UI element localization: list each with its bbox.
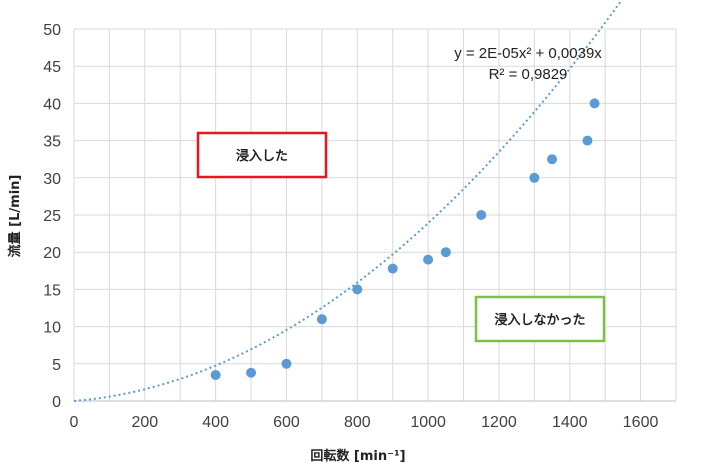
y-tick-label: 20 (43, 245, 61, 262)
data-point (476, 210, 487, 220)
trendline-equation: y = 2E-05x² + 0,0039x (454, 45, 602, 62)
data-point (281, 358, 292, 369)
x-tick-label: 0 (70, 414, 79, 431)
x-tick-label: 200 (131, 414, 158, 431)
y-tick-label: 15 (43, 282, 61, 299)
data-points (210, 98, 600, 380)
data-point (352, 284, 363, 295)
y-axis-title: 流量 [L/min] (7, 175, 23, 258)
x-tick-label: 800 (344, 414, 371, 431)
y-tick-label: 40 (43, 96, 61, 113)
x-tick-label: 1600 (623, 414, 659, 431)
y-tick-label: 30 (43, 171, 61, 188)
data-point (210, 369, 221, 380)
data-point (589, 98, 600, 109)
data-point (440, 247, 451, 258)
y-tick-label: 0 (52, 394, 61, 411)
y-tick-label: 35 (43, 134, 61, 151)
y-tick-label: 5 (52, 357, 61, 374)
grid (73, 28, 677, 402)
x-tick-label: 600 (273, 414, 300, 431)
data-point (246, 367, 257, 378)
annotation-label-intruded: 浸入した (236, 148, 288, 164)
r-squared-label: R² = 0,9829 (489, 66, 568, 83)
y-tick-label: 10 (43, 320, 61, 337)
x-tick-label: 1000 (410, 414, 446, 431)
x-tick-label: 1200 (481, 414, 517, 431)
annotation-box-intruded (196, 131, 328, 179)
data-point (547, 154, 558, 165)
y-tick-label: 45 (43, 59, 61, 76)
data-point (582, 135, 593, 146)
x-axis-title: 回転数 [min⁻¹] (310, 448, 405, 464)
data-point (423, 254, 434, 265)
annotation-box-not-intruded (474, 295, 606, 343)
data-point (529, 172, 540, 183)
y-tick-label: 25 (43, 208, 61, 225)
annotation-label-not-intruded: 浸入しなかった (494, 312, 585, 328)
x-tick-labels: 0 200 400 600 800 1000 1200 1400 1600 (70, 414, 659, 431)
data-point (316, 314, 327, 325)
x-tick-label: 400 (202, 414, 229, 431)
y-tick-labels: 0 5 10 15 20 25 30 35 40 45 50 (43, 22, 61, 411)
data-point (387, 263, 398, 274)
y-tick-label: 50 (43, 22, 61, 39)
x-tick-label: 1400 (552, 414, 588, 431)
